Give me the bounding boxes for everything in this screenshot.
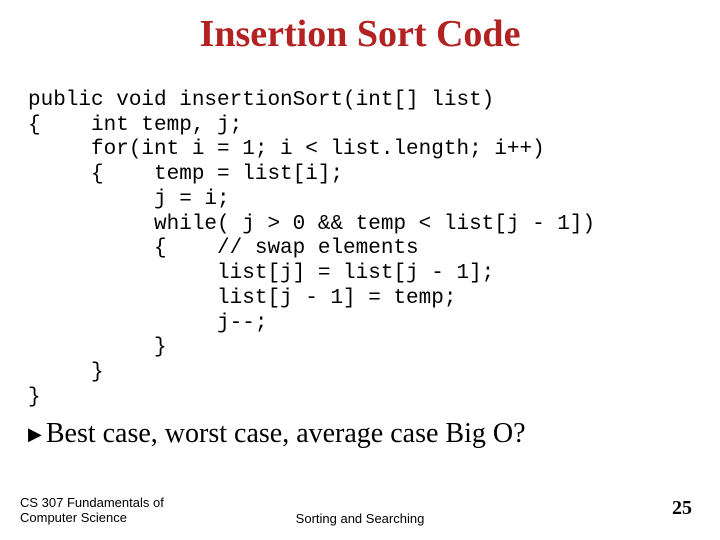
code-line: { temp = list[i]; [28, 163, 343, 186]
code-line: list[j - 1] = temp; [28, 287, 456, 310]
bullet-text: Best case, worst case, average case Big … [46, 417, 526, 451]
footer-left-line2: Computer Science [20, 510, 164, 526]
code-line: for(int i = 1; i < list.length; i++) [28, 138, 545, 161]
code-line: } [28, 386, 41, 409]
footer-left: CS 307 Fundamentals of Computer Science [20, 495, 164, 526]
code-line: } [28, 361, 104, 384]
code-block: public void insertionSort(int[] list) { … [0, 64, 720, 411]
code-line: list[j] = list[j - 1]; [28, 262, 494, 285]
footer-left-line1: CS 307 Fundamentals of [20, 495, 164, 511]
page-number: 25 [672, 497, 692, 520]
code-line: { // swap elements [28, 237, 419, 260]
slide-title: Insertion Sort Code [0, 0, 720, 64]
code-line: public void insertionSort(int[] list) [28, 89, 494, 112]
footer-center: Sorting and Searching [296, 511, 425, 526]
code-line: j = i; [28, 188, 230, 211]
code-line: } [28, 336, 167, 359]
code-line: while( j > 0 && temp < list[j - 1]) [28, 213, 595, 236]
bullet-item: ▶ Best case, worst case, average case Bi… [0, 411, 720, 451]
code-line: j--; [28, 312, 267, 335]
code-line: { int temp, j; [28, 114, 242, 137]
bullet-marker-icon: ▶ [28, 417, 42, 451]
